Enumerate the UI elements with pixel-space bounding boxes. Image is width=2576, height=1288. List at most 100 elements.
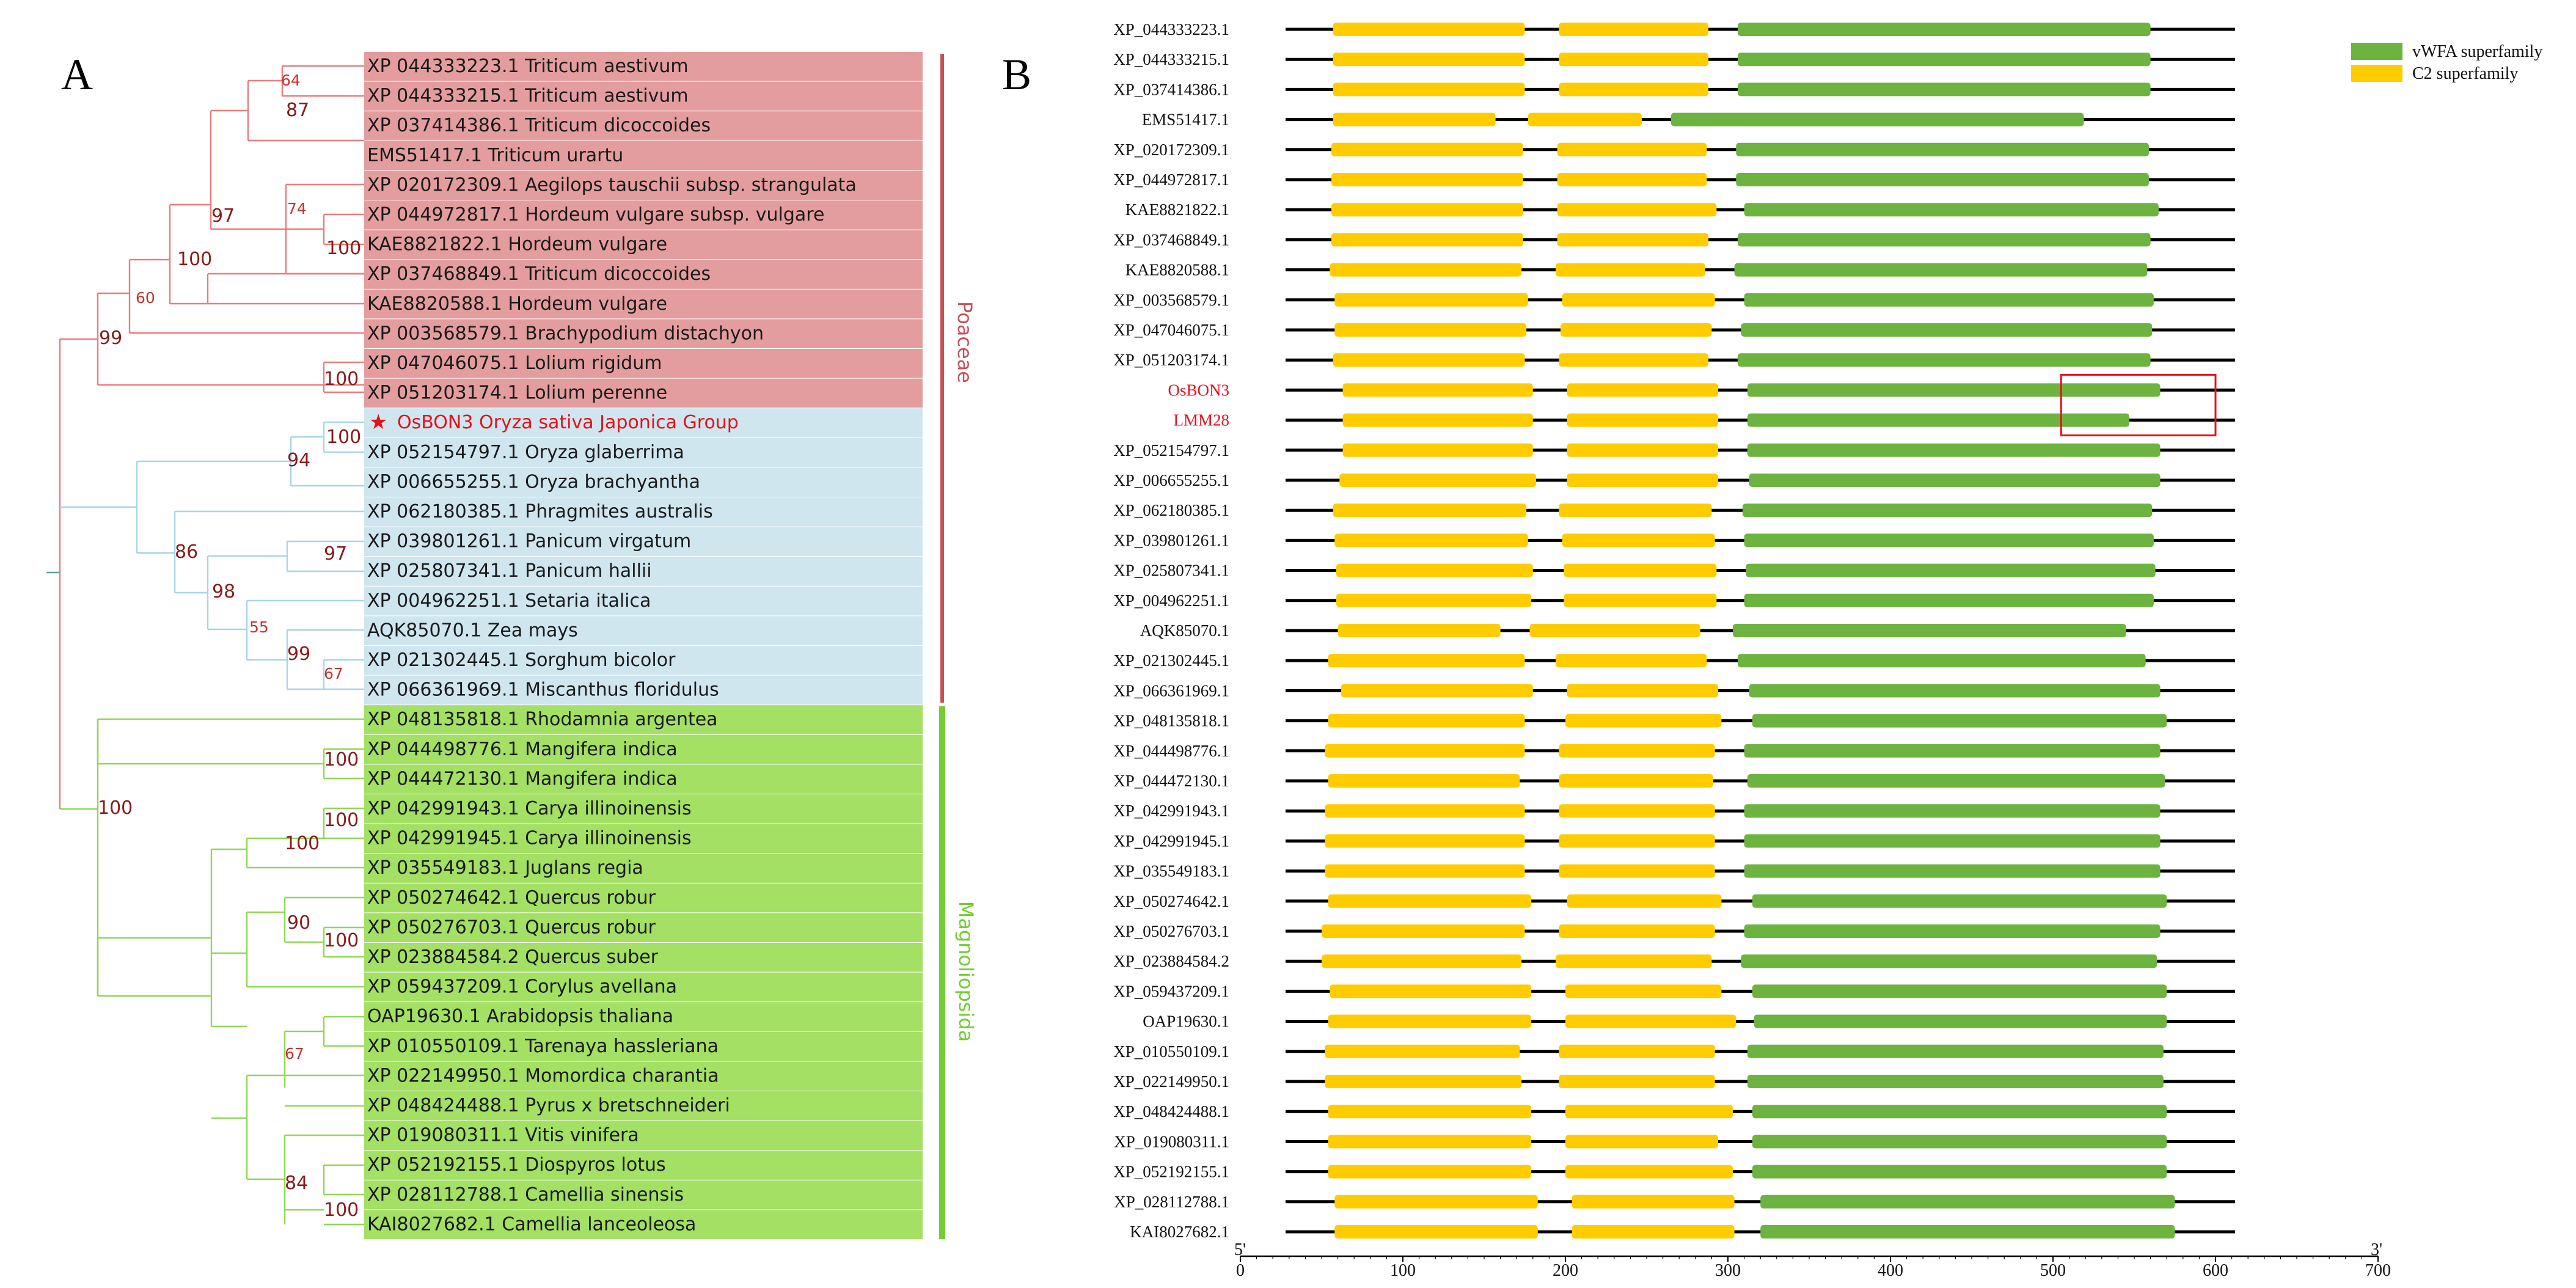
tip-label: XP 044972817.1 Hordeum vulgare subsp. vu… [367, 204, 824, 225]
clade-label-magnoliopsida: Magnoliopsida [954, 901, 978, 1042]
protein-row: EMS51417.1 [1142, 111, 2235, 129]
c2-domain [1557, 203, 1717, 217]
vwfa-domain [1747, 1044, 2164, 1058]
protein-id: XP_039801261.1 [1113, 531, 1229, 549]
vwfa-domain [1744, 593, 2154, 607]
protein-id: XP_052154797.1 [1113, 441, 1229, 459]
bootstrap-value: 97 [211, 205, 235, 227]
protein-row: XP_052154797.1 [1113, 441, 2235, 459]
tip-band [364, 497, 923, 527]
c2-domain [1333, 112, 1496, 126]
protein-id: XP_044498776.1 [1113, 742, 1229, 760]
c2-domain [1325, 804, 1525, 818]
protein-row: XP_050276703.1 [1113, 922, 2235, 940]
vwfa-domain [1737, 353, 2151, 367]
c2-domain [1341, 684, 1533, 698]
clade-label-poaceae: Poaceae [953, 301, 976, 383]
bootstrap-value: 100 [98, 797, 133, 819]
tip-band [364, 913, 923, 942]
vwfa-domain [1752, 714, 2167, 728]
bootstrap-value: 60 [136, 289, 155, 307]
legend-label: C2 superfamily [2412, 64, 2518, 83]
c2-domain [1528, 112, 1642, 126]
c2-domain [1557, 233, 1709, 247]
protein-row: XP_062180385.1 [1113, 501, 2235, 519]
protein-id: XP_037468849.1 [1113, 230, 1229, 249]
tip-band [364, 1031, 923, 1061]
vwfa-domain [1734, 263, 2148, 277]
tip-label: XP 047046075.1 Lolium rigidum [367, 353, 662, 374]
protein-row: XP_025807341.1 [1113, 562, 2235, 580]
c2-domain [1328, 1014, 1532, 1028]
c2-domain [1557, 173, 1707, 186]
c2-domain [1565, 1165, 1733, 1179]
bootstrap-value: 84 [285, 1173, 308, 1194]
tip-label: XP 052154797.1 Oryza glaberrima [367, 442, 684, 463]
vwfa-domain [1741, 323, 2153, 337]
protein-row: XP_023884584.2 [1113, 952, 2235, 970]
tip-label: XP 050274642.1 Quercus robur [367, 887, 656, 909]
protein-id: XP_062180385.1 [1113, 501, 1229, 519]
protein-row: OsBON3 [1168, 381, 2235, 399]
c2-domain [1333, 503, 1527, 518]
tip-band [364, 111, 923, 141]
legend-swatch [2351, 65, 2402, 82]
c2-domain [1330, 263, 1522, 277]
c2-domain [1337, 624, 1501, 637]
axis-end-label: 3' [2371, 1240, 2382, 1259]
protein-row: XP_021302445.1 [1113, 651, 2235, 670]
protein-row: LMM28 [1173, 411, 2235, 430]
vwfa-domain [1744, 924, 2161, 938]
bootstrap-value: 98 [212, 581, 235, 602]
protein-row: KAE8820588.1 [1125, 261, 2235, 279]
tip-band [364, 170, 923, 200]
tip-label: XP 035549183.1 Juglans regia [367, 857, 643, 879]
vwfa-domain [1754, 1014, 2167, 1028]
protein-row: XP_028112788.1 [1114, 1193, 2235, 1211]
axis-tick-label: 300 [1715, 1261, 1741, 1280]
protein-id: XP_021302445.1 [1113, 651, 1229, 670]
legend: vWFA superfamily C2 superfamily [2351, 42, 2542, 83]
protein-id: XP_044972817.1 [1113, 170, 1229, 189]
tip-label: XP 059437209.1 Corylus avellana [367, 976, 677, 998]
tip-band [364, 675, 923, 705]
bootstrap-value: 74 [287, 200, 307, 218]
protein-row: AQK85070.1 [1140, 621, 2235, 640]
c2-domain [1559, 1075, 1715, 1088]
vwfa-domain [1741, 954, 2157, 968]
protein-row: XP_020172309.1 [1113, 141, 2235, 159]
c2-domain [1333, 82, 1525, 97]
protein-id: KAE8821822.1 [1125, 200, 1229, 219]
tip-band [364, 705, 923, 734]
c2-domain [1557, 142, 1707, 156]
protein-id: XP_044333223.1 [1113, 20, 1229, 38]
protein-row: XP_042991943.1 [1113, 802, 2235, 820]
vwfa-domain [1744, 744, 2161, 758]
c2-domain [1565, 714, 1722, 728]
protein-id: XP_023884584.2 [1113, 952, 1229, 970]
c2-domain [1572, 1225, 1735, 1239]
protein-id: XP_010550109.1 [1113, 1042, 1229, 1061]
tip-label: XP 050276703.1 Quercus robur [367, 917, 656, 938]
tip-band [364, 527, 923, 557]
c2-domain [1334, 533, 1528, 547]
vwfa-domain [1737, 23, 2151, 36]
panel-a-label: A [61, 50, 93, 99]
tip-band [364, 734, 923, 764]
bootstrap-value: 90 [287, 912, 310, 934]
tip-label: XP 010550109.1 Tarenaya hassleriana [367, 1036, 719, 1057]
protein-row: XP_052192155.1 [1113, 1163, 2235, 1181]
c2-domain [1559, 53, 1709, 67]
tip-band [364, 260, 923, 289]
c2-domain [1565, 984, 1722, 998]
tip-label: XP 042991945.1 Carya illinoinensis [367, 828, 692, 849]
tree-tip-labels: XP 044333223.1 Triticum aestivum XP 04433… [367, 56, 857, 1235]
legend-label: vWFA superfamily [2412, 42, 2542, 61]
bootstrap-value: 86 [175, 541, 198, 563]
c2-domain [1559, 353, 1709, 367]
vwfa-domain [1737, 233, 2151, 247]
protein-id: LMM28 [1173, 411, 1229, 430]
clade-background-bands [364, 52, 923, 1239]
vwfa-domain [1732, 624, 2126, 637]
